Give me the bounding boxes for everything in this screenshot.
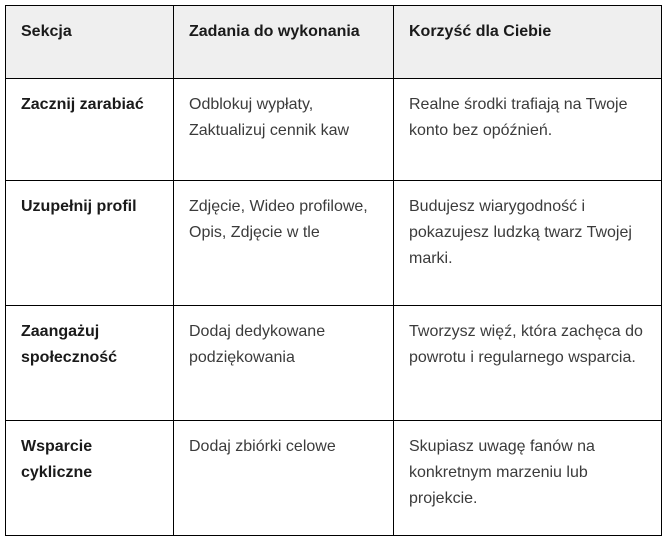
cell-tasks: Odblokuj wypłaty, Zaktualizuj cennik kaw <box>173 78 394 181</box>
cell-tasks: Dodaj zbiórki celowe <box>173 420 394 536</box>
benefits-table: Sekcja Zadania do wykonania Korzyść dla … <box>5 5 662 536</box>
header-cell-section: Sekcja <box>5 5 174 79</box>
table-row: Zacznij zarabiać Odblokuj wypłaty, Zaktu… <box>5 78 662 181</box>
cell-benefit: Realne środki trafiają na Twoje konto be… <box>393 78 662 181</box>
cell-tasks: Dodaj dedykowane podziękowania <box>173 305 394 421</box>
table-row: Zaangażuj społeczność Dodaj dedykowane p… <box>5 305 662 421</box>
cell-tasks: Zdjęcie, Wideo profilowe, Opis, Zdjęcie … <box>173 180 394 306</box>
cell-section: Uzupełnij profil <box>5 180 174 306</box>
header-cell-tasks: Zadania do wykonania <box>173 5 394 79</box>
header-cell-benefit: Korzyść dla Ciebie <box>393 5 662 79</box>
cell-section: Zacznij zarabiać <box>5 78 174 181</box>
cell-benefit: Skupiasz uwagę fanów na konkretnym marze… <box>393 420 662 536</box>
header-row: Sekcja Zadania do wykonania Korzyść dla … <box>5 5 662 79</box>
cell-benefit: Budujesz wiarygodność i pokazujesz ludzk… <box>393 180 662 306</box>
table-row: Wsparcie cykliczne Dodaj zbiórki celowe … <box>5 420 662 536</box>
cell-section: Zaangażuj społeczność <box>5 305 174 421</box>
cell-benefit: Tworzysz więź, która zachęca do powrotu … <box>393 305 662 421</box>
cell-section: Wsparcie cykliczne <box>5 420 174 536</box>
table-row: Uzupełnij profil Zdjęcie, Wideo profilow… <box>5 180 662 306</box>
